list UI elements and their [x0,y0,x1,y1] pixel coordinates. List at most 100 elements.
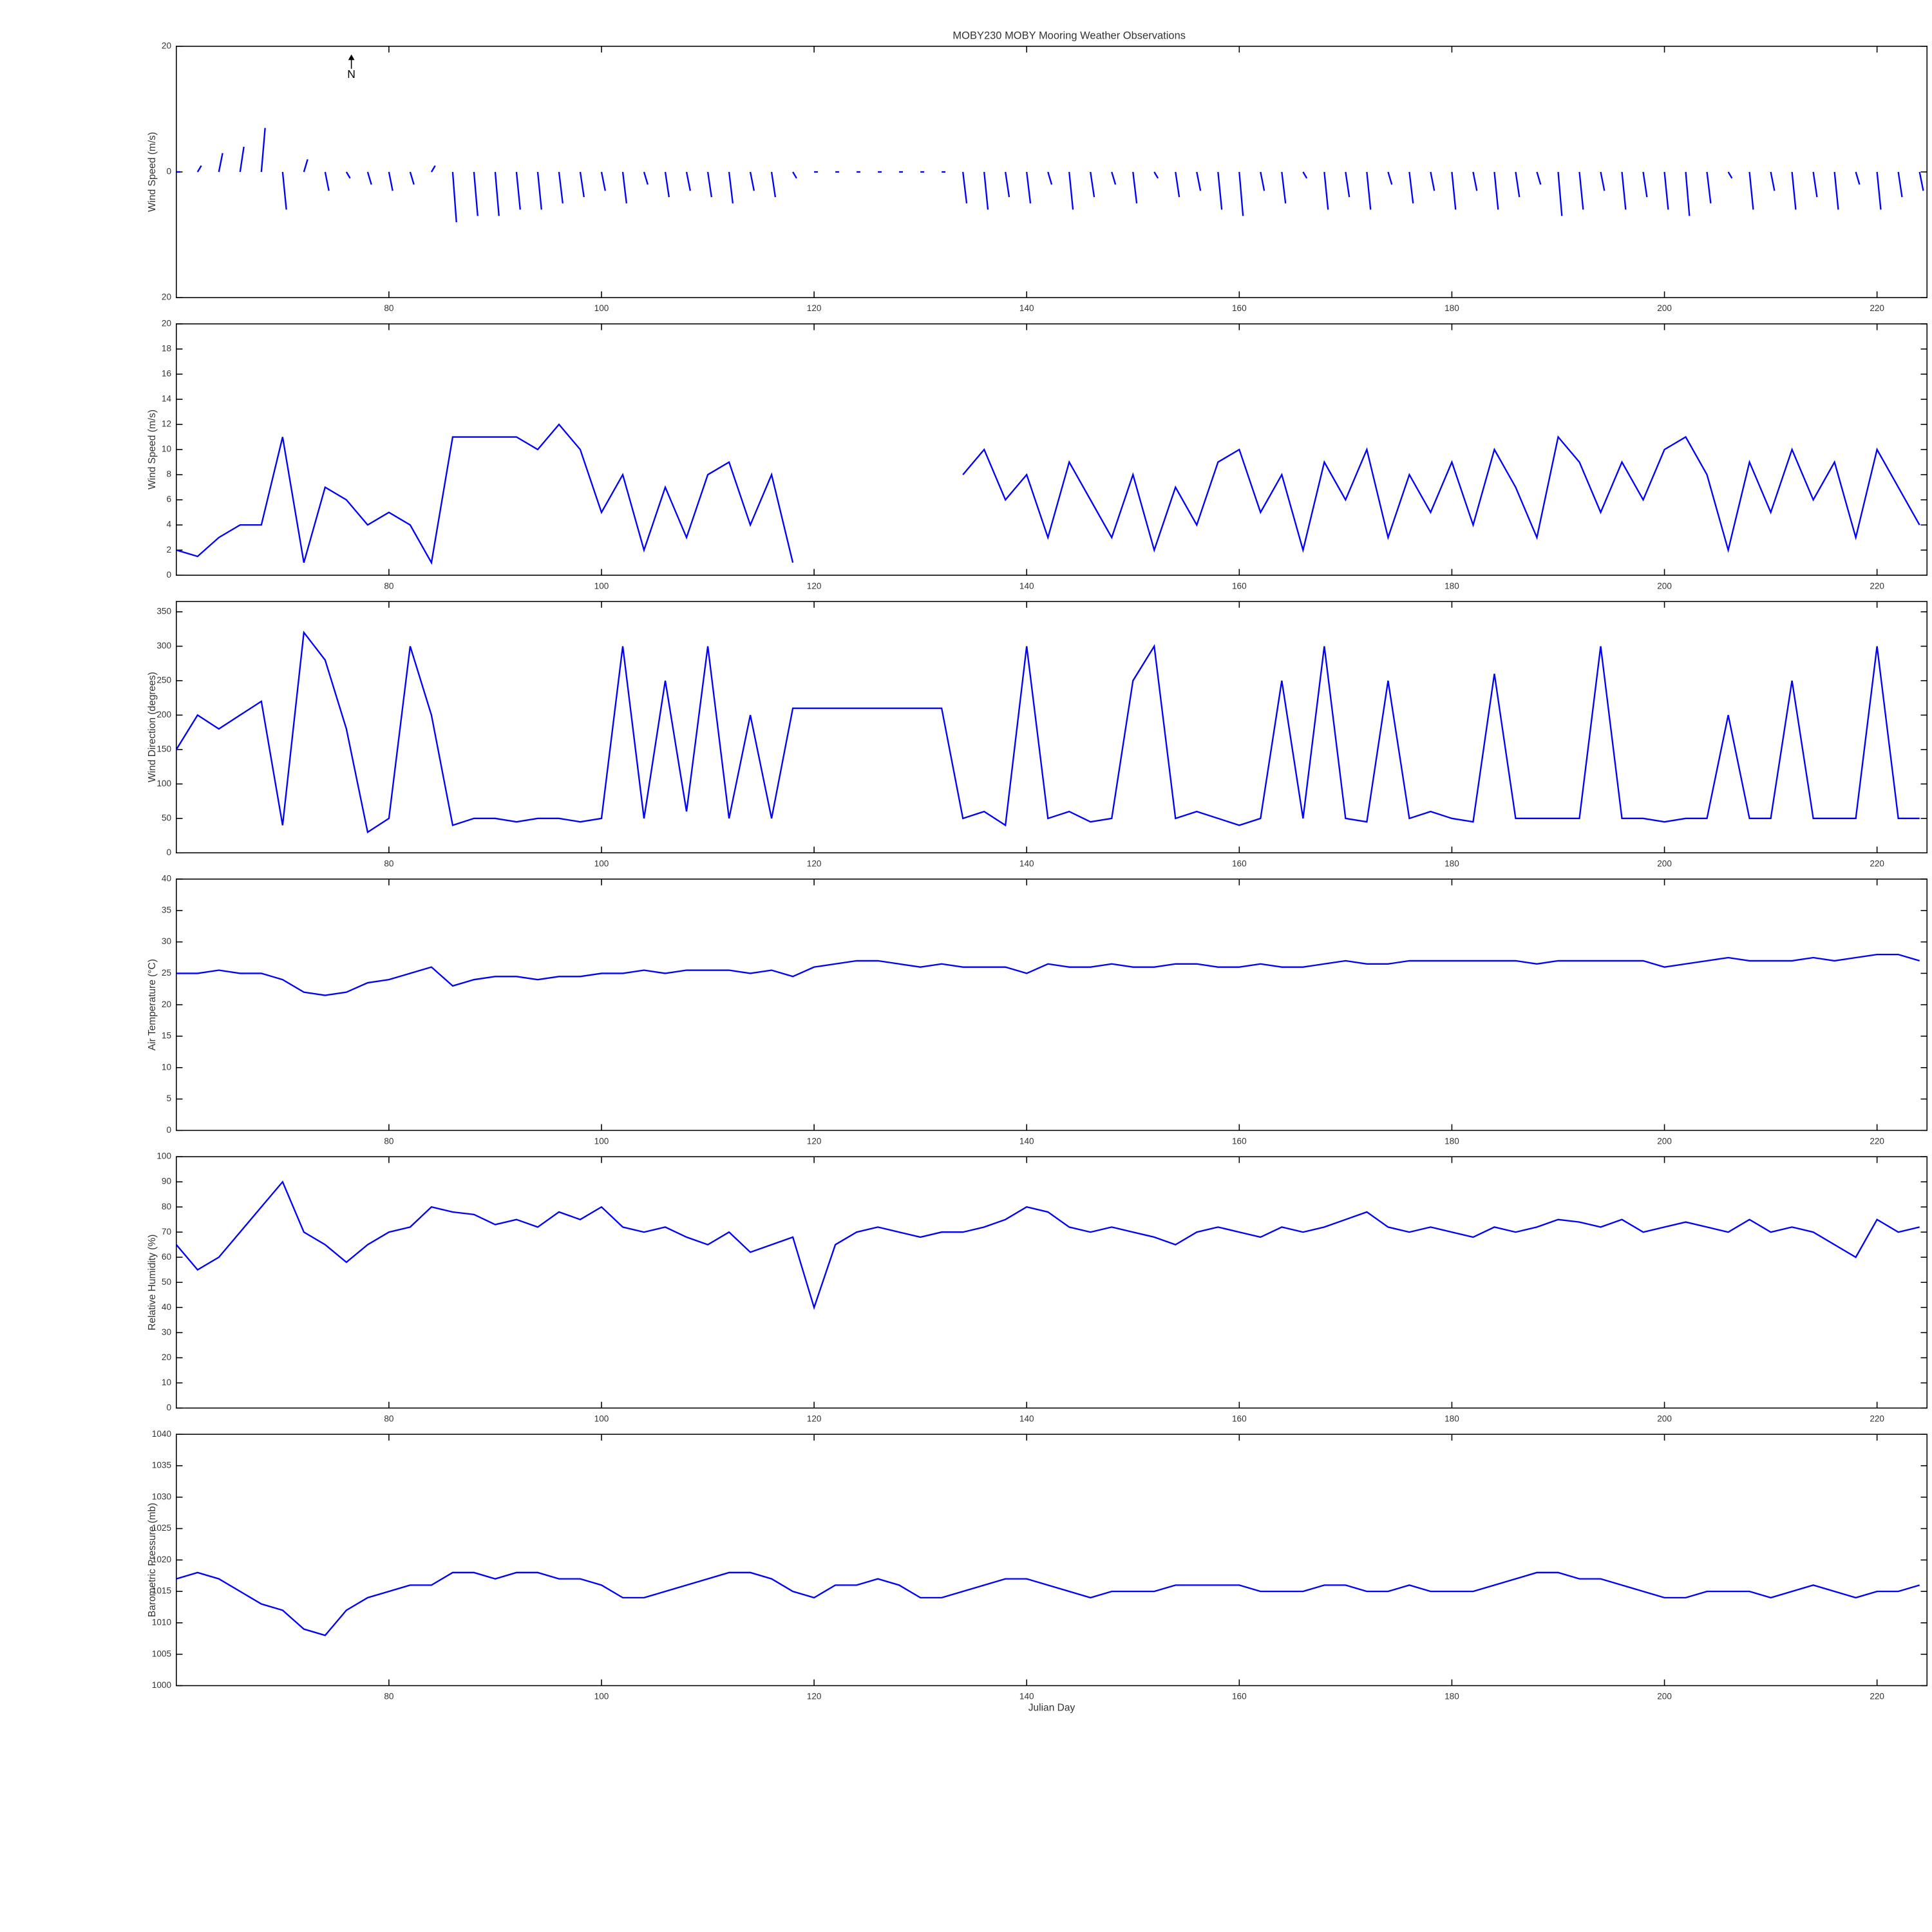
y-tick-label: 10 [162,444,172,454]
wind-stick [1493,171,1499,210]
y-tick-label: 18 [162,344,171,354]
wind-stick [1515,171,1520,198]
x-tick-label: 80 [384,1136,394,1146]
y-tick-label: 1010 [152,1617,172,1627]
y-tick-label: 6 [166,495,171,504]
x-tick-label: 80 [384,1692,394,1701]
wind-stick [1153,171,1159,179]
x-tick-label: 220 [1870,581,1884,591]
wind-stick [728,171,734,204]
y-tick-label: 1035 [152,1461,171,1470]
y-axis-label: Wind Speed (m/s) [147,410,158,489]
chart-title: MOBY230 MOBY Mooring Weather Observation… [952,30,1186,42]
y-tick-label: 40 [162,874,172,884]
plot-frame [176,1434,1928,1687]
data-line [176,423,1920,565]
x-tick-label: 160 [1232,303,1247,313]
data-line [176,953,1920,996]
y-tick-label: 14 [162,394,172,404]
y-tick-label: 5 [166,1094,171,1103]
x-tick-label: 80 [384,858,394,868]
wind-stick [664,171,670,198]
wind-stick [1132,171,1138,204]
y-tick-label: 16 [162,369,171,379]
wind-stick [962,171,968,204]
wind-stick [1068,171,1074,210]
wind-stick [515,171,521,210]
wind-stick [303,159,308,173]
y-tick-label: 12 [162,419,171,429]
y-tick-label: 2 [166,545,171,554]
x-tick-label: 180 [1444,1414,1459,1423]
x-tick-label: 120 [807,581,822,591]
wind-stick [1642,171,1648,198]
x-tick-label: 160 [1232,1692,1247,1701]
wind-stick [1833,171,1839,210]
y-axis-label: Relative Humidity (%) [147,1235,158,1331]
arrow-head [348,54,355,61]
y-tick-label: 200 [156,710,171,719]
y-tick-label: 60 [162,1252,172,1262]
y-tick-label: 150 [156,744,171,753]
wind-stick [536,171,542,210]
wind-stick [1175,171,1180,198]
annotation: N [347,68,355,80]
x-tick-label: 80 [384,581,394,591]
wind-stick [1578,171,1584,210]
wind-stick [1238,171,1244,216]
x-tick-label: 200 [1657,858,1672,868]
wind-stick [1260,171,1265,191]
y-tick-label: 35 [162,905,171,914]
wind-stick [1366,171,1372,210]
y-tick-label: 8 [166,469,171,479]
wind-stick [792,171,797,179]
wind-stick [451,171,457,223]
wind-stick [770,171,777,198]
x-tick-label: 200 [1657,1692,1672,1701]
x-tick-label: 100 [594,1692,609,1701]
y-tick-label: 15 [162,1031,171,1041]
x-tick-label: 220 [1870,1692,1884,1701]
wind-stick [494,171,500,216]
y-tick-label: 30 [162,1327,172,1337]
wind-stick [1536,171,1542,185]
wind-stick [1791,171,1797,210]
y-tick-label: 20 [162,999,172,1009]
y-tick-label: 100 [156,1151,171,1161]
x-tick-label: 140 [1019,1136,1034,1146]
data-line [175,630,1920,834]
x-tick-label: 120 [807,1414,822,1423]
x-tick-label: 80 [384,303,394,313]
x-tick-label: 180 [1444,1136,1459,1146]
wind-stick [558,171,564,204]
x-tick-label: 120 [807,303,822,313]
wind-stick [1770,171,1776,191]
wind-stick [1706,171,1712,204]
x-tick-label: 140 [1019,581,1034,591]
wind-stick [1748,171,1754,210]
wind-stick [1663,171,1669,210]
y-tick-label: 20 [162,1352,172,1362]
x-tick-label: 180 [1444,858,1459,868]
y-axis-label: Barometric Pressure (mb) [147,1503,158,1618]
y-tick-label: 1040 [152,1429,172,1439]
wind-stick [430,165,436,173]
wind-stick [1557,171,1563,216]
y-tick-label: 350 [156,607,171,616]
y-tick-label: 20 [162,41,172,50]
wind-stick [1323,171,1329,210]
wind-stick [749,171,755,191]
y-tick-label: 50 [162,1277,172,1287]
x-tick-label: 220 [1870,1136,1884,1146]
x-tick-label: 140 [1019,1692,1034,1701]
y-tick-label: 300 [156,641,171,650]
wind-stick [1196,171,1202,191]
x-tick-label: 200 [1657,1136,1672,1146]
y-tick-label: 1015 [152,1586,171,1596]
x-tick-label: 220 [1870,303,1884,313]
north-arrow: N [347,54,355,80]
wind-stick [388,171,393,191]
wind-stick [1876,171,1882,210]
y-tick-label: 90 [162,1177,172,1186]
